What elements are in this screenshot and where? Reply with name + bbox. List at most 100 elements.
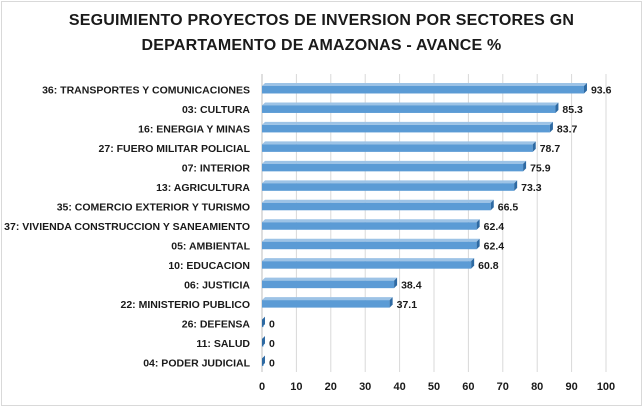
- category-label: 35: COMERCIO EXTERIOR Y TURISMO: [57, 202, 250, 214]
- bar: [262, 160, 527, 172]
- category-label: 06: JUSTICIA: [184, 279, 250, 291]
- category-label: 04: PODER JUDICIAL: [143, 357, 250, 369]
- value-labels: 93.6 85.3 83.7 78.7 75.9 73.366.5 62.4 62.4 60.8…: [269, 85, 612, 370]
- bar: [262, 297, 393, 308]
- value-label: 37.1: [397, 299, 418, 311]
- bar: [262, 219, 480, 230]
- x-tick-label: 70: [497, 381, 509, 393]
- value-label: 73.3: [521, 182, 542, 194]
- bar: [262, 199, 494, 211]
- category-label: 11: SALUD: [196, 338, 250, 350]
- bar-top-face: [262, 180, 518, 184]
- bar-top-face: [262, 102, 559, 106]
- category-label: 27: FUERO MILITAR POLICIAL: [99, 143, 251, 155]
- bar-top-face: [262, 297, 393, 301]
- bar: [262, 238, 480, 250]
- x-axis-tick-labels: 0 10 20 30 40 50 60 70 80 90 100: [259, 381, 615, 393]
- bar-front-face: [262, 300, 390, 308]
- value-label: 75.9: [530, 163, 551, 175]
- bar: [262, 316, 265, 328]
- bar-top-face: [262, 199, 494, 203]
- bar-side-face: [583, 82, 587, 94]
- bar: [262, 336, 265, 347]
- bar-side-face: [262, 316, 265, 328]
- bar: [262, 180, 518, 191]
- bar-side-face: [476, 238, 480, 250]
- category-label: 05: AMBIENTAL: [171, 240, 250, 252]
- bars: [262, 82, 587, 367]
- value-label: 78.7: [540, 143, 561, 155]
- bar-front-face: [262, 202, 491, 211]
- bar-front-face: [262, 183, 515, 191]
- value-label: 85.3: [562, 104, 583, 116]
- chart-title-line-2: DEPARTAMENTO DE AMAZONAS - AVANCE %: [141, 37, 502, 54]
- x-tick-label: 0: [259, 381, 265, 393]
- x-tick-label: 30: [359, 381, 371, 393]
- x-tick-label: 20: [325, 381, 337, 393]
- bar-side-face: [471, 258, 475, 269]
- value-label: 0: [269, 318, 275, 330]
- bar-side-face: [476, 219, 480, 230]
- value-label: 0: [269, 338, 275, 350]
- value-label: 38.4: [401, 279, 422, 291]
- category-label: 13: AGRICULTURA: [156, 182, 250, 194]
- bar: [262, 277, 398, 289]
- bar-side-face: [262, 336, 265, 347]
- bar-side-face: [490, 199, 494, 211]
- bar: [262, 355, 265, 367]
- bar-side-face: [514, 180, 518, 191]
- bar: [262, 102, 559, 113]
- value-label: 60.8: [478, 260, 499, 272]
- x-tick-label: 90: [565, 381, 577, 393]
- value-label: 62.4: [484, 240, 505, 252]
- bar-top-face: [262, 219, 480, 223]
- bar-side-face: [549, 121, 553, 133]
- bar-side-face: [262, 355, 265, 367]
- bar: [262, 258, 475, 269]
- x-tick-label: 10: [290, 381, 302, 393]
- x-tick-label: 40: [393, 381, 405, 393]
- value-label: 0: [269, 357, 275, 369]
- bar-top-face: [262, 238, 480, 242]
- category-label: 10: EDUCACION: [168, 260, 250, 272]
- bar-front-face: [262, 261, 472, 269]
- category-label: 03: CULTURA: [182, 104, 250, 116]
- category-labels: 36: TRANSPORTES Y COMUNICACIONES 03: CULT…: [4, 85, 250, 370]
- x-tick-label: 80: [531, 381, 543, 393]
- bar-side-face: [389, 297, 393, 308]
- x-tick-label: 100: [597, 381, 615, 393]
- category-label: 07: INTERIOR: [182, 163, 251, 175]
- bar-front-face: [262, 163, 524, 172]
- bar-top-face: [262, 141, 536, 145]
- bar: [262, 141, 536, 152]
- x-tick-label: 60: [462, 381, 474, 393]
- bar-front-face: [262, 280, 395, 289]
- value-label: 62.4: [484, 221, 505, 233]
- x-tick-label: 50: [428, 381, 440, 393]
- bar-top-face: [262, 82, 587, 86]
- bar-top-face: [262, 258, 475, 262]
- bar-front-face: [262, 144, 533, 152]
- category-label: 37: VIVIENDA CONSTRUCCION Y SANEAMIENTO: [4, 221, 250, 233]
- bar-side-face: [532, 141, 536, 152]
- category-label: 22: MINISTERIO PUBLICO: [120, 299, 250, 311]
- category-label: 16: ENERGIA Y MINAS: [138, 124, 250, 136]
- chart-title-line-1: SEGUIMIENTO PROYECTOS DE INVERSION POR S…: [68, 12, 575, 29]
- bar-top-face: [262, 277, 398, 281]
- bar-side-face: [555, 102, 559, 113]
- bar-side-face: [523, 160, 527, 172]
- value-label: 83.7: [557, 124, 578, 136]
- bar-front-face: [262, 105, 556, 113]
- bar-front-face: [262, 222, 477, 230]
- bar-top-face: [262, 160, 527, 164]
- bar: [262, 82, 587, 94]
- bar-front-face: [262, 241, 477, 250]
- category-label: 36: TRANSPORTES Y COMUNICACIONES: [42, 85, 250, 97]
- bar: [262, 121, 553, 133]
- category-label: 26: DEFENSA: [182, 318, 251, 330]
- bar-side-face: [394, 277, 398, 289]
- bar-top-face: [262, 121, 553, 125]
- value-label: 93.6: [591, 85, 612, 97]
- bar-front-face: [262, 124, 550, 133]
